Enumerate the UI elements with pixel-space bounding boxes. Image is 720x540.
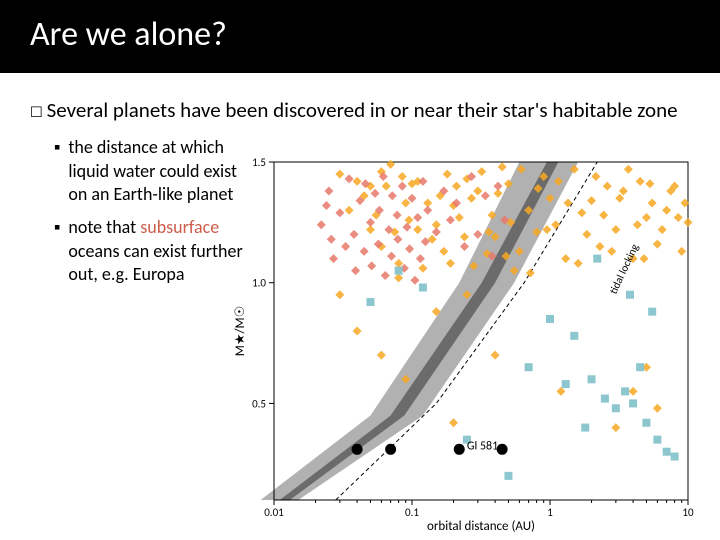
sub-bullet-2-text: note that subsurface oceans can exist fu…	[68, 216, 244, 286]
svg-text:M★/M☉: M★/M☉	[233, 306, 248, 357]
sub-bullet-1: ▪ the distance at which liquid water cou…	[54, 136, 244, 206]
sub-bullet-1-text: the distance at which liquid water could…	[68, 136, 244, 206]
svg-text:Gl 581: Gl 581	[467, 439, 498, 453]
svg-text:1.5: 1.5	[252, 156, 266, 169]
bullet-marker: ☐	[30, 101, 43, 124]
title-bar: Are we alone?	[0, 0, 720, 73]
svg-text:10: 10	[682, 506, 694, 519]
chart-svg: 0.01 0.1 1 10 orbital distance (AU) 0.5 1.0 1.5…	[230, 154, 700, 534]
svg-text:0.1: 0.1	[405, 506, 419, 519]
svg-text:1: 1	[547, 506, 553, 519]
svg-text:0.5: 0.5	[252, 397, 266, 410]
sub-bullet-marker: ▪	[54, 216, 60, 286]
main-bullet: ☐Several planets have been discovered in…	[30, 97, 690, 126]
habitable-zone-chart: 0.01 0.1 1 10 orbital distance (AU) 0.5 1.0 1.5…	[230, 154, 700, 534]
sub-bullet-2: ▪ note that subsurface oceans can exist …	[54, 216, 244, 286]
svg-text:0.01: 0.01	[264, 506, 284, 519]
main-bullet-text: Several planets have been discovered in …	[47, 97, 678, 123]
sub-bullet-marker: ▪	[54, 136, 60, 206]
svg-text:1.0: 1.0	[252, 277, 266, 290]
sub-bullet-list: ▪ the distance at which liquid water cou…	[54, 136, 244, 286]
slide-title: Are we alone?	[30, 14, 720, 55]
svg-text:orbital distance (AU): orbital distance (AU)	[427, 519, 535, 534]
